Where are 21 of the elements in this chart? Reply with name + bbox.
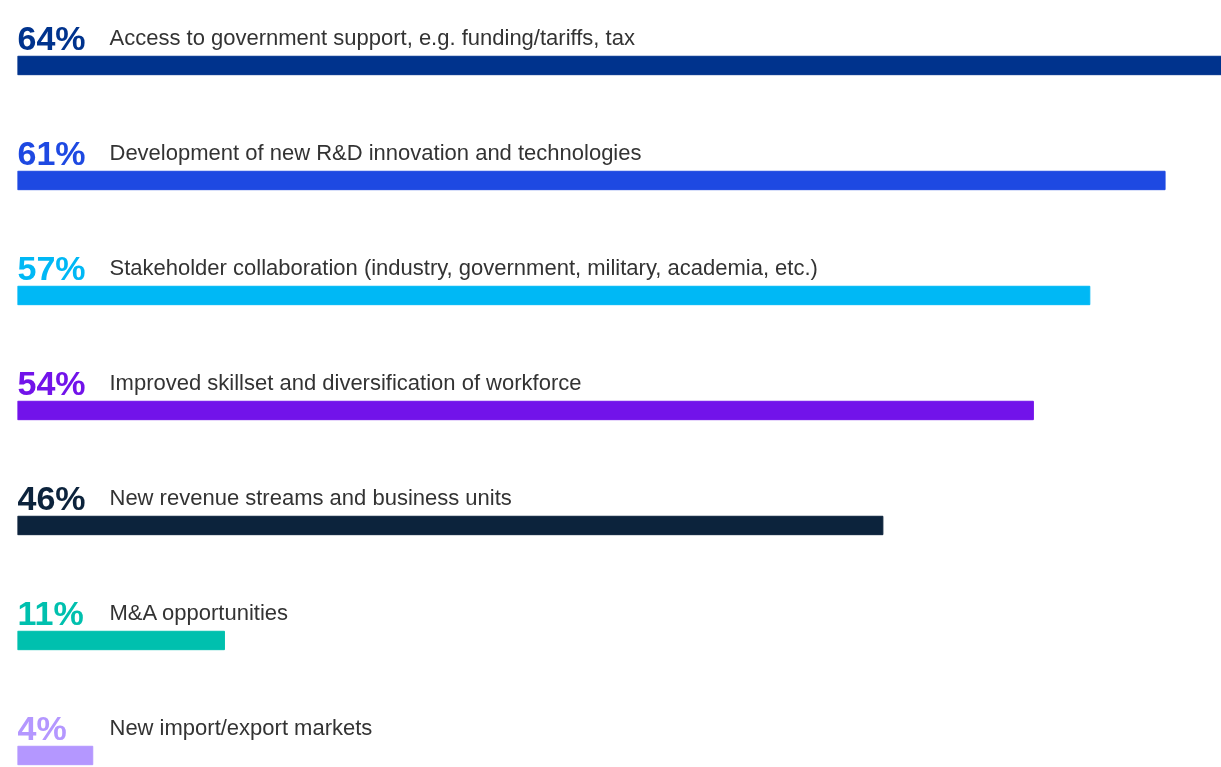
bar: [17, 745, 94, 766]
bar: [17, 400, 1034, 421]
data-label: 46%: [17, 478, 86, 517]
data-label: 61%: [17, 133, 86, 172]
y-tick-label: Development of new R&D innovation and technologies: [109, 140, 642, 166]
y-tick-label: M&A opportunities: [109, 600, 289, 626]
y-tick-label: New revenue streams and business units: [109, 485, 512, 511]
bar: [17, 55, 1221, 76]
y-tick-label: Improved skillset and diversification of workforce: [109, 370, 582, 396]
y-tick-label: Access to government support, e.g. funding/tariffs, tax: [109, 25, 635, 51]
bar: [17, 285, 1091, 306]
data-label: 4%: [17, 708, 67, 747]
data-label: 11%: [17, 593, 84, 632]
data-label: 54%: [17, 363, 86, 402]
data-label: 57%: [17, 248, 86, 287]
bar: [17, 515, 884, 536]
data-label: 64%: [17, 18, 86, 57]
bar: [17, 630, 225, 651]
y-tick-label: New import/export markets: [109, 715, 373, 741]
y-tick-label: Stakeholder collaboration (industry, government, military, academia, etc.): [109, 255, 818, 281]
bar: [17, 170, 1166, 191]
